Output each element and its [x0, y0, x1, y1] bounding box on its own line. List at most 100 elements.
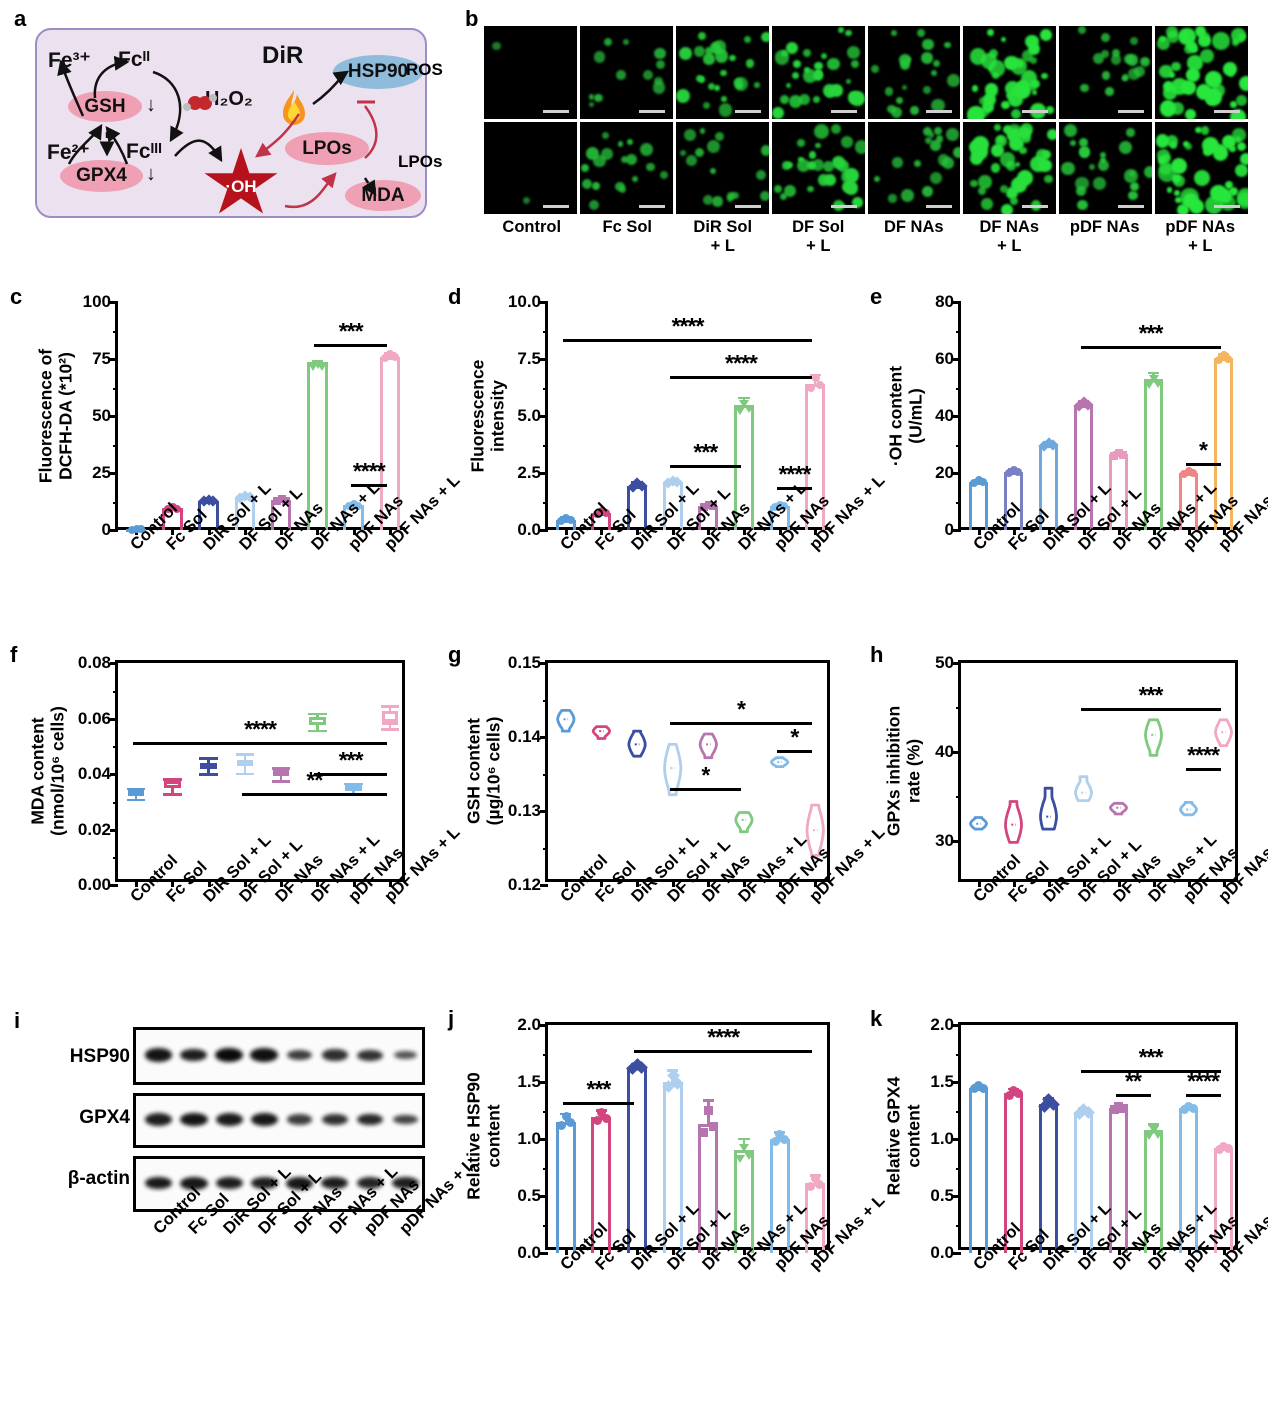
y-tick-mark — [540, 1195, 548, 1198]
y-tick-mark — [110, 472, 118, 475]
data-point — [704, 500, 713, 509]
y-tick-label: 0.00 — [77, 875, 111, 894]
data-point — [317, 362, 328, 371]
confocal-cell — [867, 121, 961, 214]
panel-letter-i: i — [14, 1008, 21, 1033]
data-point — [1005, 468, 1014, 477]
violin-shape — [1074, 775, 1093, 803]
box-plot-whisker — [316, 725, 319, 730]
significance-bar — [562, 339, 813, 342]
data-point — [1219, 351, 1228, 360]
significance-bar — [669, 465, 741, 468]
schematic-arrows — [57, 55, 378, 209]
bar — [555, 1121, 576, 1253]
significance-stars: **** — [671, 313, 705, 339]
data-point — [566, 1118, 576, 1128]
scale-bar — [638, 205, 665, 208]
data-point — [1189, 469, 1198, 478]
box-plot-whisker — [243, 766, 247, 773]
violin-shape — [1004, 800, 1023, 844]
x-tick-mark — [671, 1247, 675, 1255]
x-tick-mark — [977, 527, 981, 535]
y-tick-label: 1.0 — [930, 1129, 954, 1148]
y-minor-tick — [543, 501, 548, 504]
x-tick-mark — [636, 1247, 640, 1255]
y-minor-tick — [113, 387, 118, 390]
y-tick-mark — [110, 529, 118, 532]
y-tick-mark — [953, 1081, 961, 1084]
data-point — [1004, 1090, 1014, 1100]
data-point — [354, 501, 363, 510]
error-bar-cap — [738, 396, 750, 400]
data-point — [390, 353, 399, 362]
significance-bar — [241, 793, 387, 796]
significance-stars: **** — [352, 458, 386, 484]
y-tick-mark — [953, 301, 961, 304]
panel-letter-k: k — [870, 1006, 883, 1031]
x-tick-mark — [600, 1247, 604, 1255]
y-tick-label: 7.5 — [517, 349, 541, 368]
x-tick-mark — [564, 527, 568, 535]
x-tick-mark — [600, 879, 604, 887]
scale-bar — [1214, 205, 1240, 208]
blot-panel-hsp90 — [133, 1027, 425, 1085]
x-tick-mark — [1047, 879, 1051, 887]
significance-stars: *** — [338, 747, 364, 773]
box-plot-median — [381, 719, 399, 723]
x-tick-mark — [1012, 527, 1016, 535]
y-axis-label: Fluorescence intensity — [467, 359, 507, 473]
y-tick-label: 50 — [935, 653, 954, 672]
bar — [805, 1183, 826, 1253]
y-minor-tick — [113, 690, 118, 693]
y-tick-mark — [953, 750, 961, 754]
violin-shape — [969, 816, 988, 831]
y-tick-mark — [953, 472, 961, 475]
y-minor-tick — [113, 330, 118, 333]
significance-stars: **** — [244, 716, 277, 742]
data-point — [1118, 1104, 1128, 1114]
y-tick-mark — [540, 1081, 548, 1084]
blot-panel-gpx4 — [133, 1093, 425, 1148]
confocal-image-grid — [484, 26, 1248, 214]
data-point — [775, 500, 784, 509]
y-minor-tick — [956, 1224, 961, 1227]
y-minor-tick — [543, 774, 548, 776]
x-tick-mark — [1222, 879, 1226, 887]
blot-band — [180, 1176, 208, 1190]
confocal-cell — [1059, 26, 1153, 119]
violin-shape — [663, 743, 683, 797]
box-plot-whisker-cap — [271, 767, 291, 770]
y-minor-tick — [956, 501, 961, 504]
node-fc3: Fcᴵᴵᴵ — [126, 140, 162, 163]
data-point — [350, 500, 359, 509]
x-tick-mark — [814, 1247, 818, 1255]
x-tick-mark — [1187, 879, 1191, 887]
y-minor-tick — [113, 501, 118, 504]
bar — [698, 1124, 719, 1253]
violin-shape — [556, 709, 576, 733]
confocal-column — [867, 26, 961, 214]
plot-area-k: 0.0 0.5 1.0 1.5 2.0 — [930, 1015, 1238, 1262]
x-tick-mark — [742, 879, 746, 887]
data-point — [597, 507, 606, 516]
error-bar-cap — [1148, 371, 1159, 375]
x-tick-mark — [977, 879, 981, 887]
y-tick-label: 0.14 — [507, 727, 541, 746]
x-tick-mark — [1222, 527, 1226, 535]
y-minor-tick — [956, 1110, 961, 1113]
significance-stars: *** — [1138, 682, 1164, 708]
data-point — [1179, 1104, 1189, 1114]
y-axis-label: GSH content (µg/10⁶ cells) — [463, 716, 503, 826]
blot-band — [144, 1048, 173, 1062]
data-point — [1119, 450, 1128, 459]
significance-bar — [314, 773, 387, 776]
blot-band — [250, 1176, 278, 1190]
significance-bar — [1185, 1094, 1221, 1097]
confocal-column-label: pDF NAs + L — [1165, 218, 1236, 255]
y-tick-mark — [540, 1252, 548, 1255]
panel-e-chart: e 0 20 40 60 80 ·OH content (U/mL) Control Fc Sol… — [862, 280, 1268, 630]
significance-bar — [669, 376, 813, 379]
y-tick-mark — [540, 415, 548, 418]
y-minor-tick — [956, 707, 961, 710]
y-tick-label: 75 — [92, 349, 111, 368]
